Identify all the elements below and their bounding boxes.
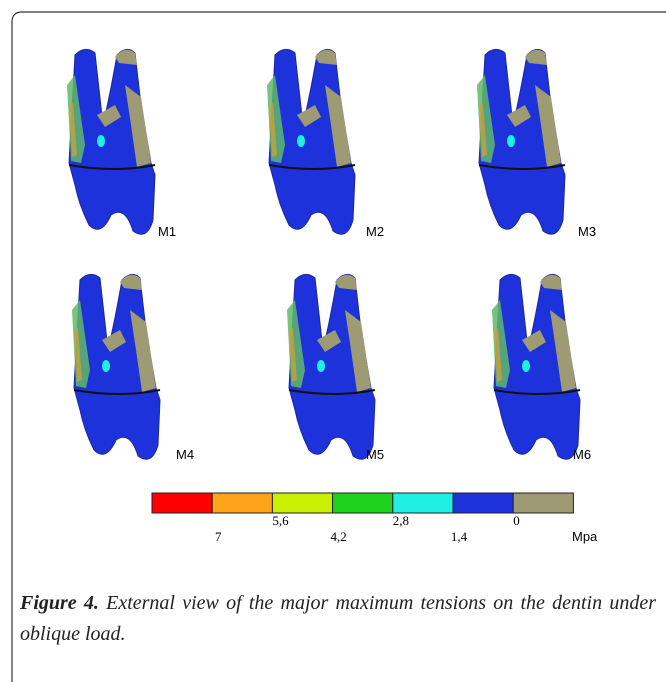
tooth-image <box>72 274 160 459</box>
caption-label: Figure 4. <box>20 592 99 614</box>
tooth-image <box>287 274 375 459</box>
scale-label: 1,4 <box>451 529 468 544</box>
scale-label: 2,8 <box>393 513 409 528</box>
figure: M1 M2 M3 M4 M5 M6 7 5,6 4,2 2,8 1,4 0 Mpa <box>0 0 666 682</box>
caption-text: External view of the major maximum tensi… <box>20 592 656 645</box>
scale-label: 4,2 <box>330 529 346 544</box>
panel-label: M4 <box>176 447 194 462</box>
tooth-image <box>477 49 565 234</box>
scale-label: 7 <box>215 529 222 544</box>
panel-label: M3 <box>578 224 596 239</box>
color-scale: 7 5,6 4,2 2,8 1,4 0 <box>152 493 573 544</box>
scale-segment <box>333 493 393 513</box>
scale-label: 0 <box>513 513 520 528</box>
scale-segment <box>453 493 513 513</box>
scale-segment <box>152 493 212 513</box>
scale-segment <box>393 493 453 513</box>
page: M1 M2 M3 M4 M5 M6 7 5,6 4,2 2,8 1,4 0 Mpa Fig… <box>0 0 666 682</box>
scale-segment <box>272 493 332 513</box>
caption: Figure 4. External view of the major max… <box>20 588 656 650</box>
scale-segment <box>513 493 573 513</box>
scale-label: 5,6 <box>272 513 289 528</box>
tooth-image <box>267 49 355 234</box>
unit-label: Mpa <box>572 529 598 544</box>
tooth-image <box>492 274 580 459</box>
panel-label: M2 <box>366 224 384 239</box>
panel-label: M6 <box>573 447 591 462</box>
tooth-image <box>67 49 155 234</box>
panel-label: M1 <box>158 224 176 239</box>
scale-segment <box>212 493 272 513</box>
panel-label: M5 <box>366 447 384 462</box>
